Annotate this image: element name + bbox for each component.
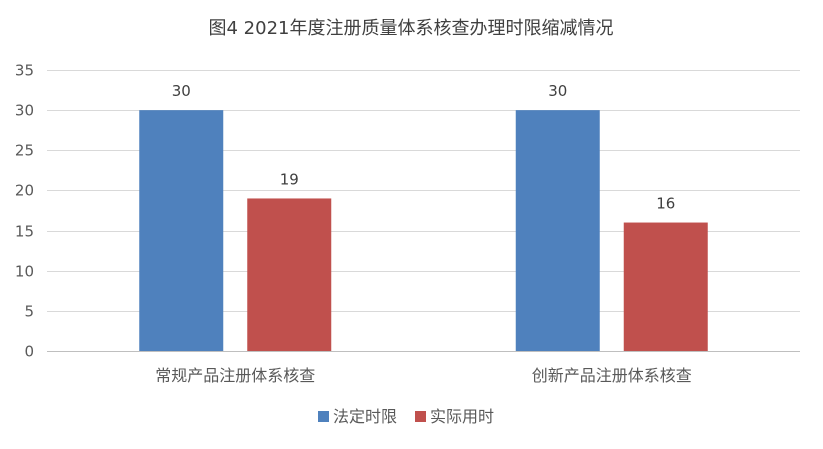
- bar-actual: [247, 198, 332, 351]
- category-label: 创新产品注册体系核查: [532, 366, 692, 385]
- y-tick-label: 15: [15, 223, 34, 241]
- y-tick-label: 25: [15, 142, 34, 160]
- data-label: 19: [280, 170, 299, 188]
- category-label: 常规产品注册体系核查: [155, 366, 315, 385]
- chart-title: 图4 2021年度注册质量体系核查办理时限缩减情况: [209, 18, 614, 39]
- legend: 法定时限 实际用时: [318, 407, 494, 426]
- bars: [139, 110, 708, 352]
- legend-label: 实际用时: [430, 407, 494, 426]
- y-tick-label: 30: [15, 102, 34, 120]
- bar-statutory: [515, 110, 600, 352]
- y-axis-ticks: 0 5 10 15 20 25 30 35: [15, 62, 34, 361]
- data-labels: 30 19 30 16: [172, 82, 676, 212]
- bar-actual: [623, 222, 708, 351]
- legend-swatch: [415, 411, 426, 422]
- y-tick-label: 35: [15, 62, 34, 80]
- data-label: 30: [172, 82, 191, 100]
- y-tick-label: 20: [15, 182, 34, 200]
- legend-swatch: [318, 411, 329, 422]
- y-tick-label: 5: [24, 303, 34, 321]
- data-label: 30: [548, 82, 567, 100]
- bar-statutory: [139, 110, 224, 352]
- x-axis-categories: 常规产品注册体系核查 创新产品注册体系核查: [155, 366, 692, 385]
- y-tick-label: 10: [15, 263, 34, 281]
- legend-label: 法定时限: [333, 407, 397, 426]
- data-label: 16: [656, 195, 675, 213]
- y-tick-label: 0: [24, 343, 34, 361]
